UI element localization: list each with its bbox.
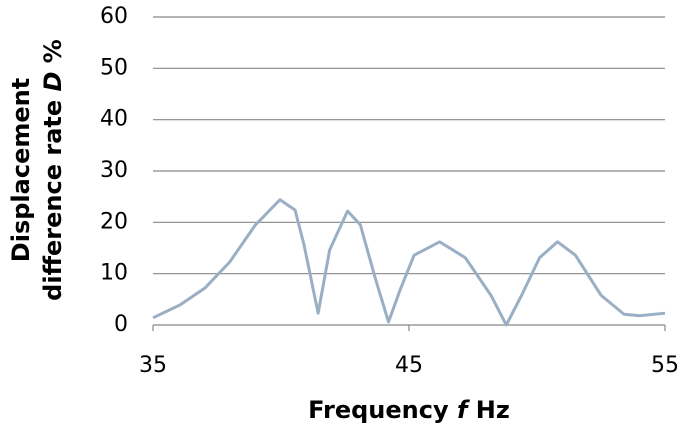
y-tick-label: 50 [100, 55, 128, 80]
y-tick-label: 40 [100, 107, 128, 132]
y-axis-title: difference rate D % [39, 39, 67, 301]
data-line [152, 198, 666, 327]
label-part: D [39, 72, 67, 92]
x-tick-label: 35 [139, 353, 167, 378]
y-tick-label: 10 [100, 261, 128, 286]
label-part: Frequency [308, 396, 457, 424]
label-part: f [457, 396, 470, 424]
label-part: % [39, 39, 67, 71]
y-tick-label: 0 [114, 312, 128, 337]
label-part: difference rate [39, 92, 67, 301]
y-tick-label: 30 [100, 158, 128, 183]
x-tick-label: 45 [395, 353, 423, 378]
x-axis-title: Frequency f Hz [308, 396, 510, 424]
y-tick-label: 60 [100, 4, 128, 29]
label-part: Hz [467, 396, 509, 424]
x-tick-label: 55 [651, 353, 679, 378]
y-tick-label: 20 [100, 209, 128, 234]
y-axis-title: Displacement [7, 78, 35, 262]
label-part: Displacement [7, 78, 35, 262]
